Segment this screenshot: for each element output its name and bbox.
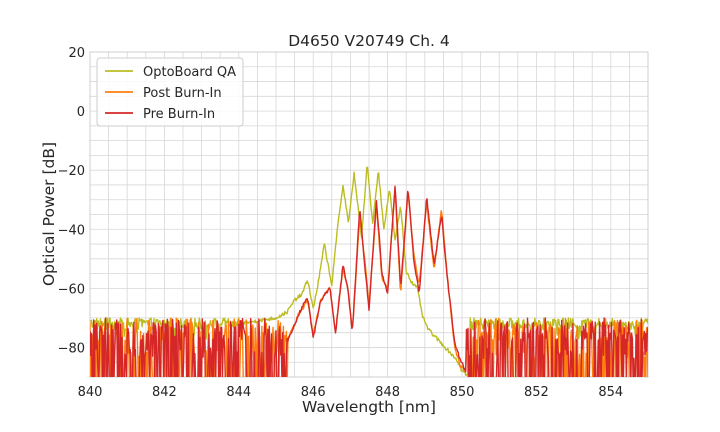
legend-label-pre-burn-in: Pre Burn-In [143, 107, 215, 122]
legend-label-optoboard-qa: OptoBoard QA [143, 65, 236, 80]
y-tick-label: 20 [68, 46, 85, 61]
plot-frame [89, 51, 649, 378]
y-axis-label: Optical Power [dB] [40, 142, 58, 286]
y-tick-label: 0 [77, 105, 85, 120]
y-tick-label: −40 [58, 223, 85, 238]
x-tick-label: 852 [524, 385, 549, 400]
series-line-pre-burn-in [90, 185, 648, 377]
x-axis-label: Wavelength [nm] [302, 398, 436, 416]
x-tick-label: 848 [375, 385, 400, 400]
series-line-optoboard-qa [90, 166, 648, 377]
x-tick-label: 844 [226, 385, 251, 400]
x-tick-label: 846 [301, 385, 326, 400]
x-tick-label: 842 [152, 385, 177, 400]
y-tick-label: −80 [58, 341, 85, 356]
x-tick-label: 840 [78, 385, 103, 400]
y-tick-label: −20 [58, 164, 85, 179]
legend: OptoBoard QA Post Burn-In Pre Burn-In [96, 57, 244, 127]
chart-title: D4650 V20749 Ch. 4 [288, 32, 450, 50]
legend-label-post-burn-in: Post Burn-In [143, 86, 222, 101]
tick-labels: 840 842 844 846 848 850 852 854 −80 −60 −40 −20 0 20 [58, 46, 624, 400]
series-layer [90, 166, 648, 377]
x-tick-label: 854 [598, 385, 623, 400]
x-tick-label: 850 [450, 385, 475, 400]
legend-box [96, 57, 244, 127]
y-tick-label: −60 [58, 282, 85, 297]
